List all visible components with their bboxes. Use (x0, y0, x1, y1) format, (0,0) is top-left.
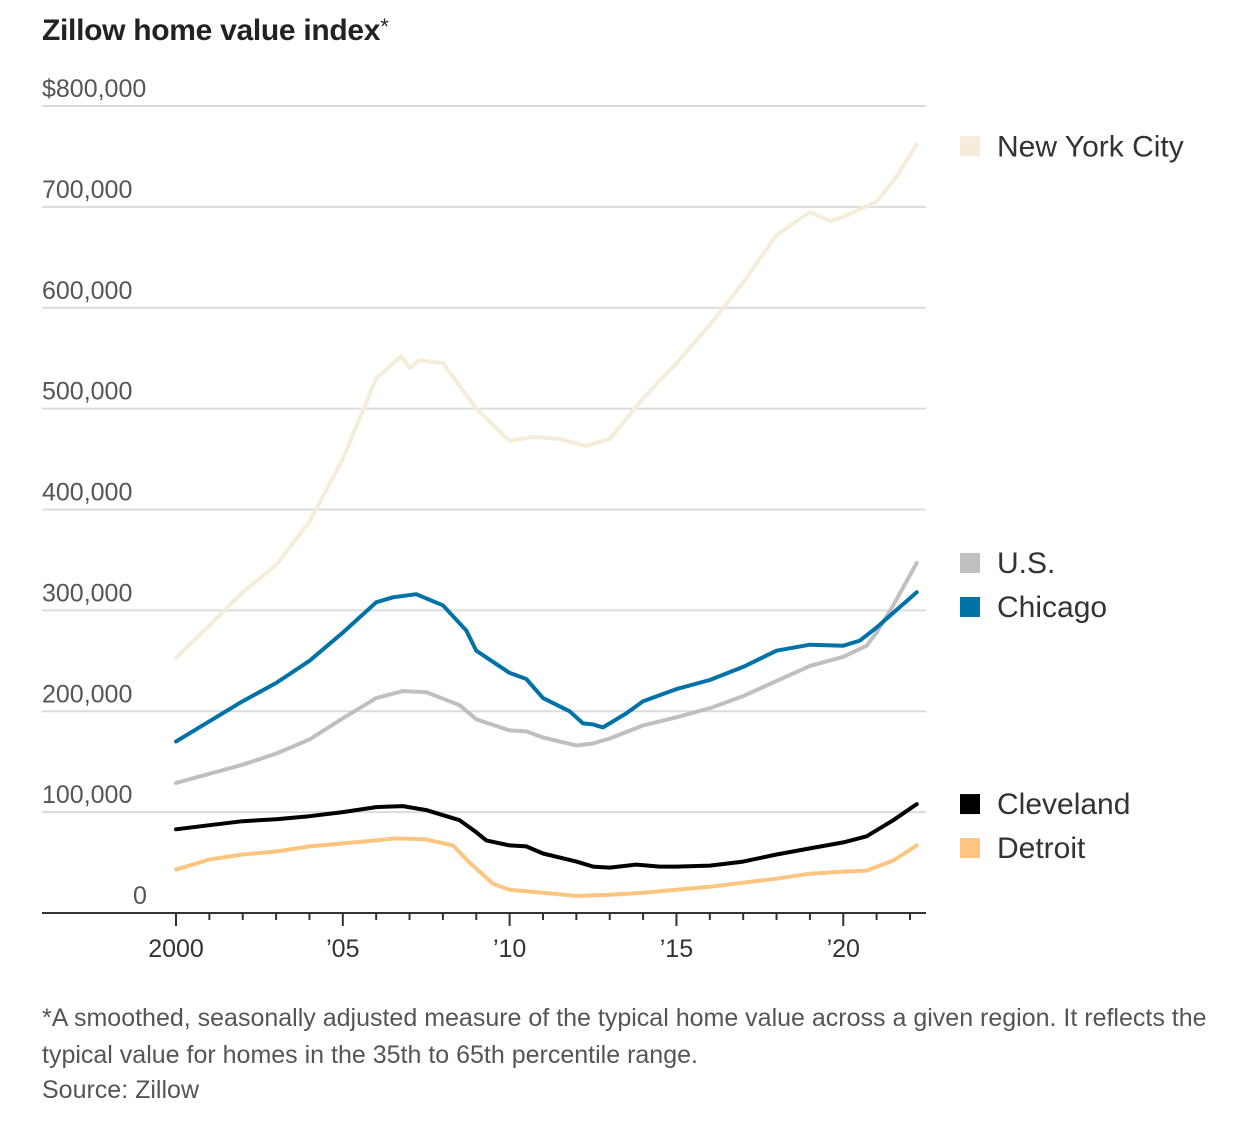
x-axis: 2000 ’05 ’10 ’15 ’20 (42, 912, 926, 963)
source-note: Source: Zillow (42, 1076, 199, 1104)
series-lines (174, 142, 919, 898)
legend-label-detroit: Detroit (997, 832, 1086, 865)
series-line-u-s (174, 561, 919, 785)
footnote: *A smoothed, seasonally adjusted measure… (42, 1004, 1207, 1069)
legend-swatch-detroit (960, 838, 980, 859)
y-tick-label-200000: 200,000 (42, 680, 132, 708)
legend-swatch-cleveland (960, 794, 980, 815)
x-tick-label-2000: 2000 (148, 935, 204, 963)
y-axis-tick-labels: 0 100,000 200,000 300,000 400,000 500,000 600,… (42, 75, 147, 910)
series-line-cleveland (174, 802, 919, 870)
chart-title-marker: * (380, 14, 389, 39)
legend-swatch-chicago (960, 596, 980, 617)
legend-label-chicago: Chicago (997, 591, 1107, 624)
line-chart: 0 100,000 200,000 300,000 400,000 500,000 600,… (42, 75, 1184, 963)
series-line-chicago (174, 590, 919, 744)
x-tick-label-2020: ’20 (827, 935, 860, 963)
legend-swatch-u-s (960, 552, 980, 573)
y-tick-label-0: 0 (133, 882, 147, 910)
y-tick-label-300000: 300,000 (42, 579, 132, 607)
series-line-detroit (174, 836, 919, 898)
series-line-new-york-city (174, 142, 919, 660)
legend-label-u-s: U.S. (997, 547, 1055, 580)
legend: New York City U.S. Chicago Cleveland Detroit (960, 130, 1184, 865)
y-tick-label-800000: $800,000 (42, 75, 146, 103)
y-tick-label-600000: 600,000 (42, 277, 132, 305)
y-tick-label-700000: 700,000 (42, 176, 132, 204)
y-tick-label-500000: 500,000 (42, 378, 132, 406)
legend-swatch-new-york-city (960, 136, 980, 157)
chart-title: Zillow home value index* (42, 14, 389, 48)
chart-title-text: Zillow home value index (42, 14, 381, 47)
x-tick-label-2015: ’15 (660, 935, 693, 963)
grid-lines (42, 105, 926, 814)
x-tick-label-2005: ’05 (326, 935, 359, 963)
y-tick-label-100000: 100,000 (42, 781, 132, 809)
legend-label-cleveland: Cleveland (997, 788, 1130, 821)
legend-label-new-york-city: New York City (997, 130, 1184, 163)
x-tick-label-2010: ’10 (493, 935, 526, 963)
y-tick-label-400000: 400,000 (42, 479, 132, 507)
